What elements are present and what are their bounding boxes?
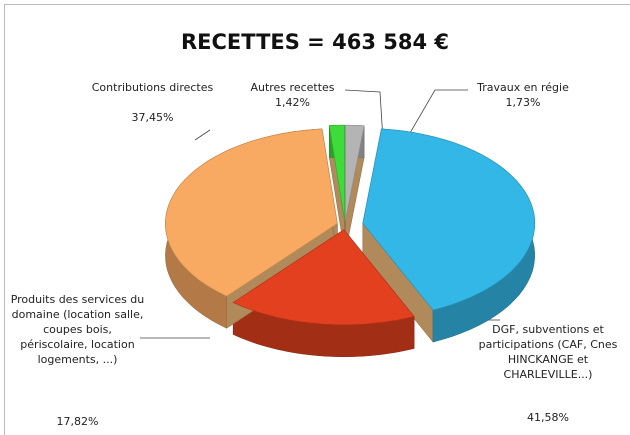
slice <box>165 128 338 297</box>
leaders <box>140 89 500 339</box>
slice <box>345 124 365 221</box>
value-label: 17,82% <box>56 415 99 428</box>
slice <box>362 128 536 311</box>
slice <box>328 124 345 221</box>
frame <box>4 4 630 435</box>
leader-line <box>402 89 468 146</box>
value-label: 1,42% <box>275 96 310 109</box>
slice-label: Produits des services du domaine (locati… <box>10 293 145 366</box>
chart-title: RECETTES = 463 584 € <box>181 30 449 54</box>
slice-label: DGF, subventions et participations (CAF,… <box>478 323 618 381</box>
slice-label: Autres recettes <box>250 81 335 94</box>
value-label: 1,73% <box>505 96 541 109</box>
slice-label: Travaux en régie <box>477 81 569 94</box>
slice <box>232 229 415 326</box>
slice-label: Contributions directes <box>91 81 214 94</box>
leader-line <box>344 89 384 141</box>
value-label: 41,58% <box>527 411 569 424</box>
leader-line <box>194 129 211 141</box>
value-label: 37,45% <box>131 111 174 124</box>
